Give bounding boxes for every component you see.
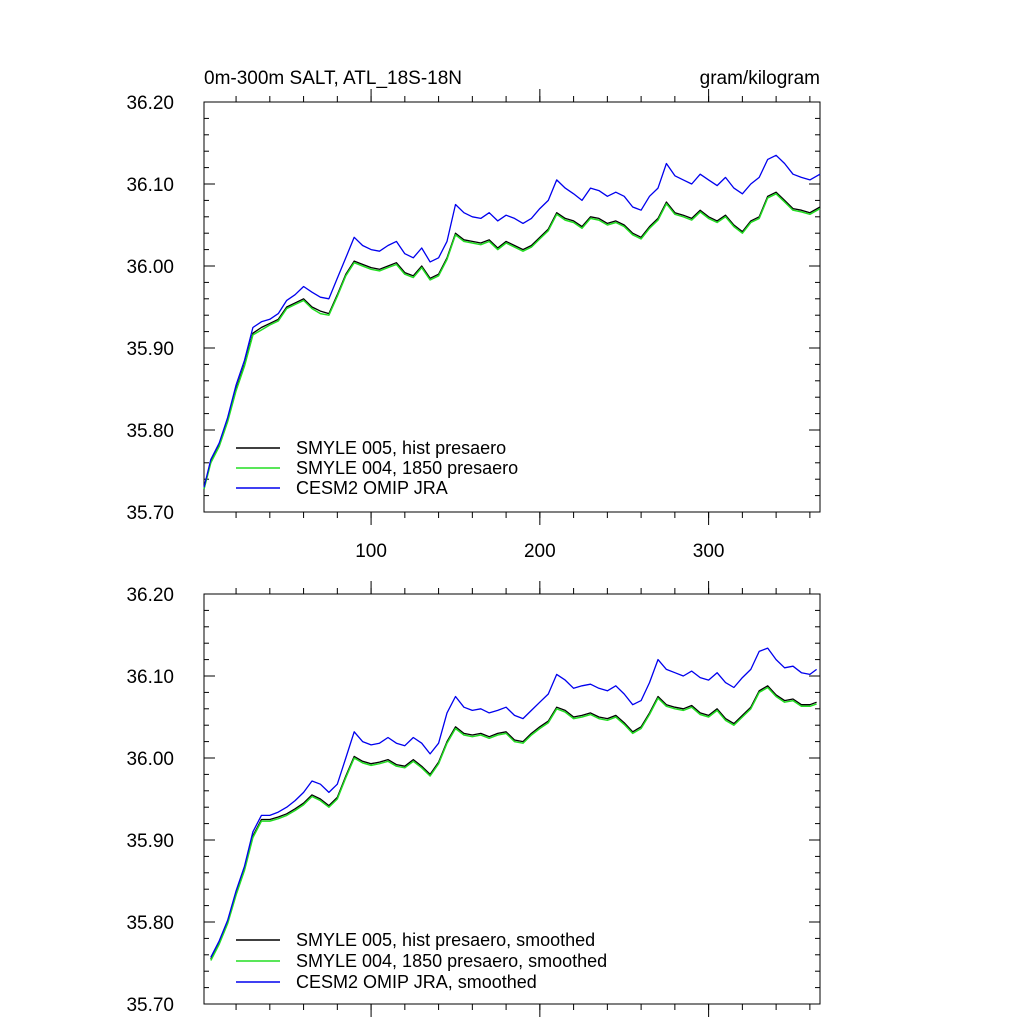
y-tick-label: 36.00 xyxy=(126,257,174,278)
chart-title: 0m-300m SALT, ATL_18S-18N xyxy=(204,68,462,89)
panel-top: 35.70 35.80 35.90 36.00 36.10 36.20 100 200 300 S… xyxy=(126,89,821,562)
legend-label-0: SMYLE 005, hist presaero xyxy=(296,438,506,458)
legend-label-2: CESM2 OMIP JRA, smoothed xyxy=(296,972,537,992)
y-tick-label: 36.20 xyxy=(126,585,174,606)
y-tick-label: 36.10 xyxy=(126,175,174,196)
plot-frame xyxy=(203,101,821,513)
series-line-2 xyxy=(210,647,817,958)
series-line-2 xyxy=(203,154,821,488)
y-tick-label: 36.10 xyxy=(126,667,174,688)
y-tick-label: 36.20 xyxy=(126,93,174,114)
series-line-0 xyxy=(203,191,821,490)
y-tick-label: 36.00 xyxy=(126,749,174,770)
legend-label-2: CESM2 OMIP JRA xyxy=(296,478,448,498)
y-tick-label: 35.70 xyxy=(126,503,174,524)
legend-label-0: SMYLE 005, hist presaero, smoothed xyxy=(296,930,595,950)
x-tick-label: 300 xyxy=(693,541,725,562)
series-line-0 xyxy=(210,685,817,960)
series-line-1 xyxy=(203,193,821,490)
series-line-1 xyxy=(210,686,817,961)
y-tick-label: 35.70 xyxy=(126,995,174,1016)
legend-label-1: SMYLE 004, 1850 presaero, smoothed xyxy=(296,951,607,971)
y-tick-label: 35.90 xyxy=(126,831,174,852)
x-tick-label: 100 xyxy=(355,541,387,562)
units-label: gram/kilogram xyxy=(700,68,820,89)
plot-frame xyxy=(203,593,821,1005)
panel-bottom: 35.70 35.80 35.90 36.00 36.10 36.20 SMYLE 005,… xyxy=(126,581,821,1017)
x-tick-label: 200 xyxy=(524,541,556,562)
y-tick-label: 35.80 xyxy=(126,913,174,934)
legend-label-1: SMYLE 004, 1850 presaero xyxy=(296,458,518,478)
y-tick-label: 35.90 xyxy=(126,339,174,360)
y-tick-label: 35.80 xyxy=(126,421,174,442)
